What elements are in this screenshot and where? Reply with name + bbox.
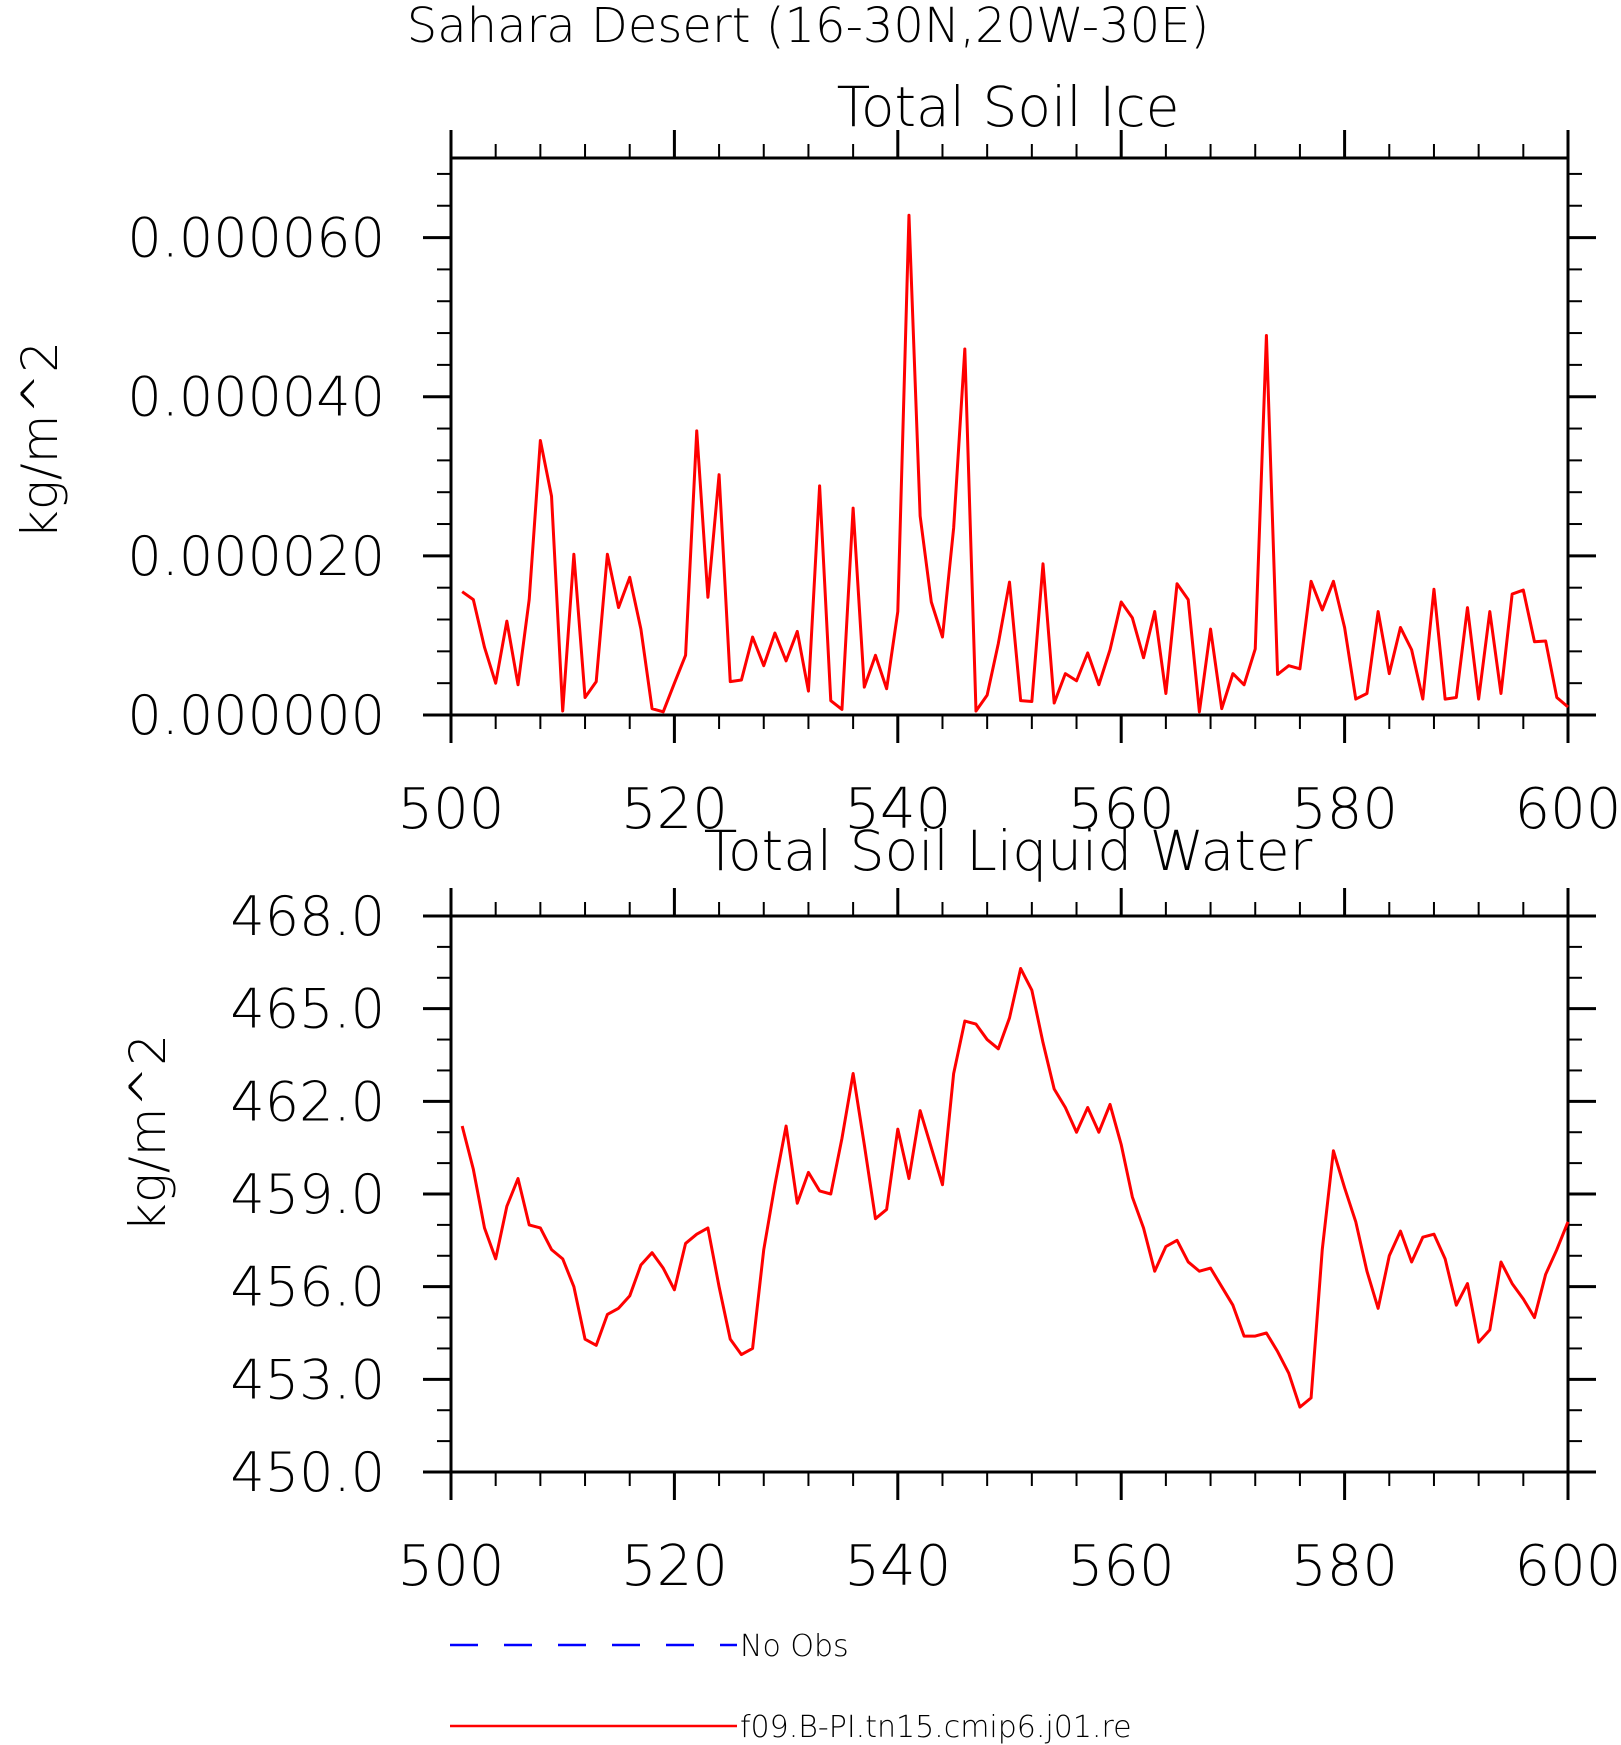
x-tick-label: 500 — [398, 777, 505, 842]
figure-suptitle: Sahara Desert (16-30N,20W-30E) — [407, 0, 1209, 54]
axes: 500 520 540 560 580 600 0.000000 0.000020 0.0000… — [127, 130, 1621, 842]
y-tick-label: 459.0 — [230, 1163, 385, 1226]
y-tick-label: 456.0 — [230, 1256, 385, 1319]
series-lines — [460, 967, 1570, 1409]
x-tick-label: 580 — [1291, 1534, 1398, 1599]
axes: 500 520 540 560 580 600 450.0 453.0 456.0 459.0 46… — [230, 885, 1621, 1599]
panel-total-soil-liquid-water: Total Soil Liquid Water kg/m^2 500 520 540… — [119, 819, 1621, 1599]
y-tick-label: 453.0 — [230, 1348, 385, 1411]
panel-title: Total Soil Ice — [837, 75, 1180, 139]
legend-label-no-obs: No Obs — [740, 1629, 849, 1664]
x-tick-label: 600 — [1515, 1534, 1621, 1599]
y-tick-label: 0.000040 — [127, 366, 385, 429]
legend-label-model: f09.B-PI.tn15.cmip6.j01.re — [740, 1710, 1132, 1745]
y-axis-label: kg/m^2 — [11, 341, 69, 539]
series-lines — [461, 213, 1569, 714]
series-line — [461, 213, 1569, 714]
y-tick-label: 468.0 — [230, 885, 385, 948]
panel-title: Total Soil Liquid Water — [704, 819, 1313, 883]
panel-total-soil-ice: Total Soil Ice kg/m^2 500 520 540 560 580 600… — [11, 75, 1621, 842]
y-tick-label: 450.0 — [230, 1441, 385, 1504]
legend: No Obs f09.B-PI.tn15.cmip6.j01.re — [450, 1629, 1132, 1745]
x-tick-label: 580 — [1291, 777, 1398, 842]
x-tick-label: 500 — [398, 1534, 505, 1599]
y-tick-label: 0.000000 — [127, 684, 385, 747]
y-tick-label: 462.0 — [230, 1070, 385, 1133]
x-tick-label: 560 — [1068, 777, 1175, 842]
series-line — [460, 967, 1570, 1409]
x-tick-label: 520 — [621, 777, 728, 842]
y-tick-label: 0.000020 — [127, 525, 385, 588]
x-tick-label: 560 — [1068, 1534, 1175, 1599]
x-tick-label: 520 — [621, 1534, 728, 1599]
y-axis-label: kg/m^2 — [119, 1034, 177, 1232]
x-tick-label: 540 — [844, 777, 951, 842]
x-tick-label: 540 — [844, 1534, 951, 1599]
plot-frame — [449, 914, 1570, 1474]
y-tick-label: 465.0 — [230, 978, 385, 1041]
x-tick-label: 600 — [1515, 777, 1621, 842]
y-tick-label: 0.000060 — [127, 207, 385, 270]
plot-frame — [449, 156, 1570, 717]
